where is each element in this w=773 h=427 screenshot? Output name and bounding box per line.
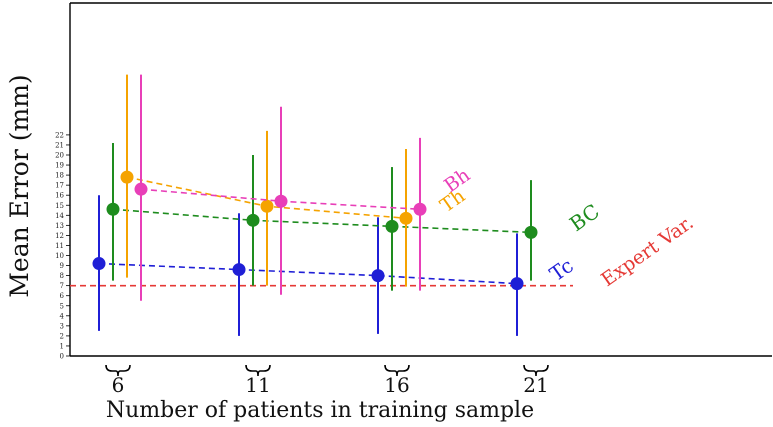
y-tick-label: 15 — [55, 202, 64, 210]
series-line-bc — [112, 208, 532, 234]
y-axis-label: Mean Error (mm) — [5, 74, 34, 297]
y-tick-label: 17 — [55, 182, 64, 190]
category-brace — [523, 364, 549, 377]
data-point — [413, 202, 427, 216]
y-tick-label: 13 — [55, 222, 64, 230]
y-tick-label: 1 — [60, 342, 64, 350]
y-tick-label: 18 — [55, 172, 64, 180]
y-tick-label: 3 — [60, 322, 64, 330]
y-tick-label: 19 — [55, 162, 64, 170]
series-th: Th — [120, 74, 469, 287]
series-bc: BC — [106, 142, 604, 291]
x-axis-label: Number of patients in training sample — [106, 398, 534, 423]
y-tick-label: 2 — [60, 332, 64, 340]
y-tick-label: 11 — [55, 242, 64, 250]
axes — [69, 2, 772, 357]
expert-var-label: Expert Var. — [597, 212, 697, 291]
data-point — [246, 213, 260, 227]
series-label-bc: BC — [565, 199, 604, 236]
data-point — [399, 211, 413, 225]
x-categories: 6 11 16 21 — [105, 364, 549, 397]
category-brace — [105, 364, 131, 377]
data-point — [120, 170, 134, 184]
reference-line: Expert Var. — [70, 212, 698, 291]
series-line-tc — [98, 262, 518, 285]
category-brace — [245, 364, 271, 377]
data-point — [510, 277, 524, 291]
series-label-tc: Tc — [545, 253, 578, 286]
y-tick-label: 14 — [55, 212, 64, 220]
y-tick-label: 5 — [60, 302, 64, 310]
data-point — [274, 194, 288, 208]
x-tick-label: 6 — [112, 373, 125, 397]
y-tick-label: 10 — [55, 252, 64, 260]
y-tick-label: 8 — [60, 272, 64, 280]
y-tick-label: 6 — [60, 292, 65, 300]
data-point — [134, 182, 148, 196]
category-brace — [384, 364, 410, 377]
x-tick-label: 21 — [523, 373, 548, 397]
y-tick-label: 0 — [60, 353, 64, 361]
y-tick-label: 4 — [60, 312, 65, 320]
data-point — [92, 257, 106, 271]
y-tick-label: 7 — [60, 282, 64, 290]
y-tick-label: 21 — [55, 141, 64, 149]
data-point — [371, 269, 385, 283]
y-tick-label: 16 — [55, 192, 64, 200]
data-point — [106, 202, 120, 216]
data-point — [232, 263, 246, 277]
x-tick-label: 16 — [384, 373, 409, 397]
data-point — [385, 219, 399, 233]
y-tick-label: 20 — [55, 152, 64, 160]
data-point — [524, 225, 538, 239]
x-tick-label: 11 — [245, 373, 270, 397]
y-tick-label: 12 — [55, 232, 64, 240]
y-tick-label: 22 — [55, 131, 64, 139]
y-tick-label: 9 — [60, 262, 64, 270]
series-bh: Bh — [134, 74, 474, 301]
data-point — [260, 199, 274, 213]
series-tc: Tc — [92, 195, 578, 336]
